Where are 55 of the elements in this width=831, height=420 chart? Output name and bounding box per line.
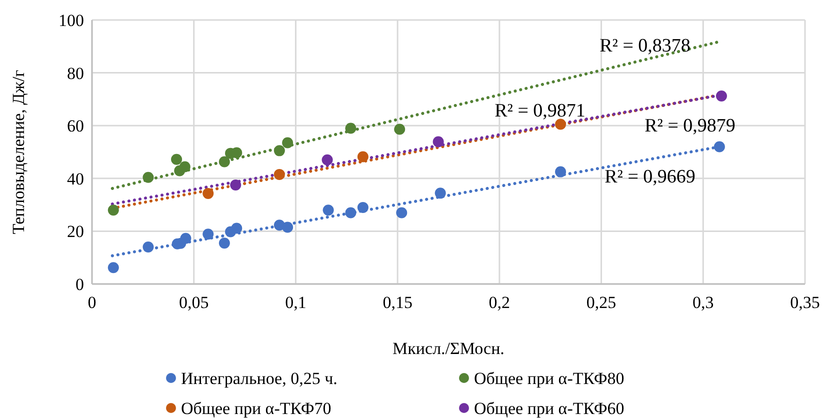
point [274, 145, 285, 156]
point [230, 180, 242, 190]
point [179, 161, 190, 172]
point [434, 188, 446, 199]
x-tick-label: 0,2 [488, 293, 510, 312]
y-tick-label: 100 [58, 10, 84, 30]
point [202, 188, 214, 199]
x-tick-label: 0,3 [692, 293, 714, 312]
x-axis-title: Мкисл./ΣМосн. [392, 339, 504, 358]
x-tick-label: 0 [88, 293, 96, 312]
point [394, 124, 406, 135]
legend-label: Общее при α-ТКФ80 [474, 368, 624, 388]
x-tick-label: 0,15 [382, 293, 412, 312]
point [218, 238, 230, 249]
point [716, 90, 727, 102]
x-tick-label: 0,1 [285, 293, 306, 312]
x-tick-label: 0,05 [178, 293, 209, 312]
point [322, 204, 334, 216]
point [142, 242, 154, 253]
x-tick-label: 0,25 [586, 293, 616, 312]
y-tick-label: 60 [67, 116, 84, 136]
point [180, 232, 192, 244]
point [218, 156, 230, 168]
point [274, 168, 285, 180]
point [108, 204, 119, 216]
legend-label: Общее при α-ТКФ60 [474, 398, 624, 418]
y-tick-label: 20 [67, 222, 84, 242]
point [714, 141, 725, 152]
point [282, 222, 294, 233]
annotation: R² = 0,8378 [600, 36, 690, 57]
point [108, 262, 119, 274]
point [282, 137, 294, 148]
annotation: R² = 0,9669 [604, 166, 696, 188]
point [396, 207, 408, 218]
point [202, 228, 214, 240]
point [555, 166, 566, 178]
point [555, 118, 566, 130]
point [322, 154, 333, 166]
point [432, 136, 444, 148]
legend-label: Интегральное, 0,25 ч. [181, 368, 338, 388]
point [231, 222, 242, 234]
y-tick-label: 80 [67, 64, 84, 83]
point [171, 154, 182, 165]
point [345, 207, 356, 218]
point [142, 172, 154, 183]
y-tick-label: 40 [67, 169, 84, 188]
annotation: R² = 0,9879 [644, 116, 736, 137]
legend-label: Общее при α-ТКФ70 [181, 398, 332, 418]
point [357, 151, 368, 162]
x-tick-label: 0,35 [790, 293, 820, 312]
point [357, 202, 368, 213]
y-tick-label: 0 [76, 274, 84, 294]
point [345, 122, 356, 134]
y-axis-title: Тепловыделение, Дж/г [9, 70, 28, 234]
annotation: R² = 0,9871 [494, 100, 586, 122]
